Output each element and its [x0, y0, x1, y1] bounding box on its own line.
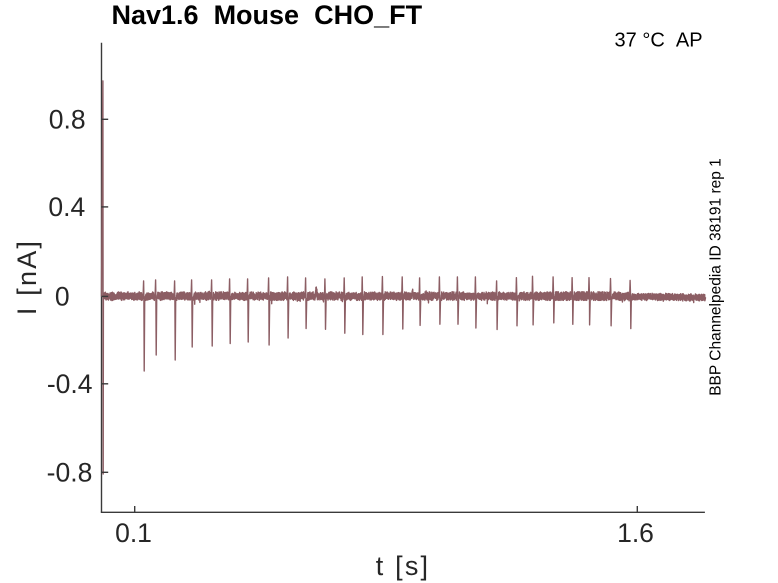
svg-text:t [s]: t [s]	[376, 551, 431, 581]
svg-text:BBP Channelpedia ID 38191 rep: BBP Channelpedia ID 38191 rep 1	[708, 158, 725, 396]
svg-text:1.6: 1.6	[617, 518, 654, 548]
svg-text:-0.4: -0.4	[47, 369, 93, 399]
svg-text:Nav1.6 Mouse CHO_FT: Nav1.6 Mouse CHO_FT	[112, 0, 423, 30]
svg-text:0.4: 0.4	[48, 192, 85, 222]
svg-text:0.8: 0.8	[49, 105, 86, 135]
svg-text:-0.8: -0.8	[47, 458, 93, 488]
svg-text:37 °C AP: 37 °C AP	[615, 30, 703, 52]
svg-text:I [nA]: I [nA]	[12, 239, 42, 315]
svg-text:0.1: 0.1	[115, 518, 152, 548]
svg-text:0: 0	[55, 282, 70, 312]
